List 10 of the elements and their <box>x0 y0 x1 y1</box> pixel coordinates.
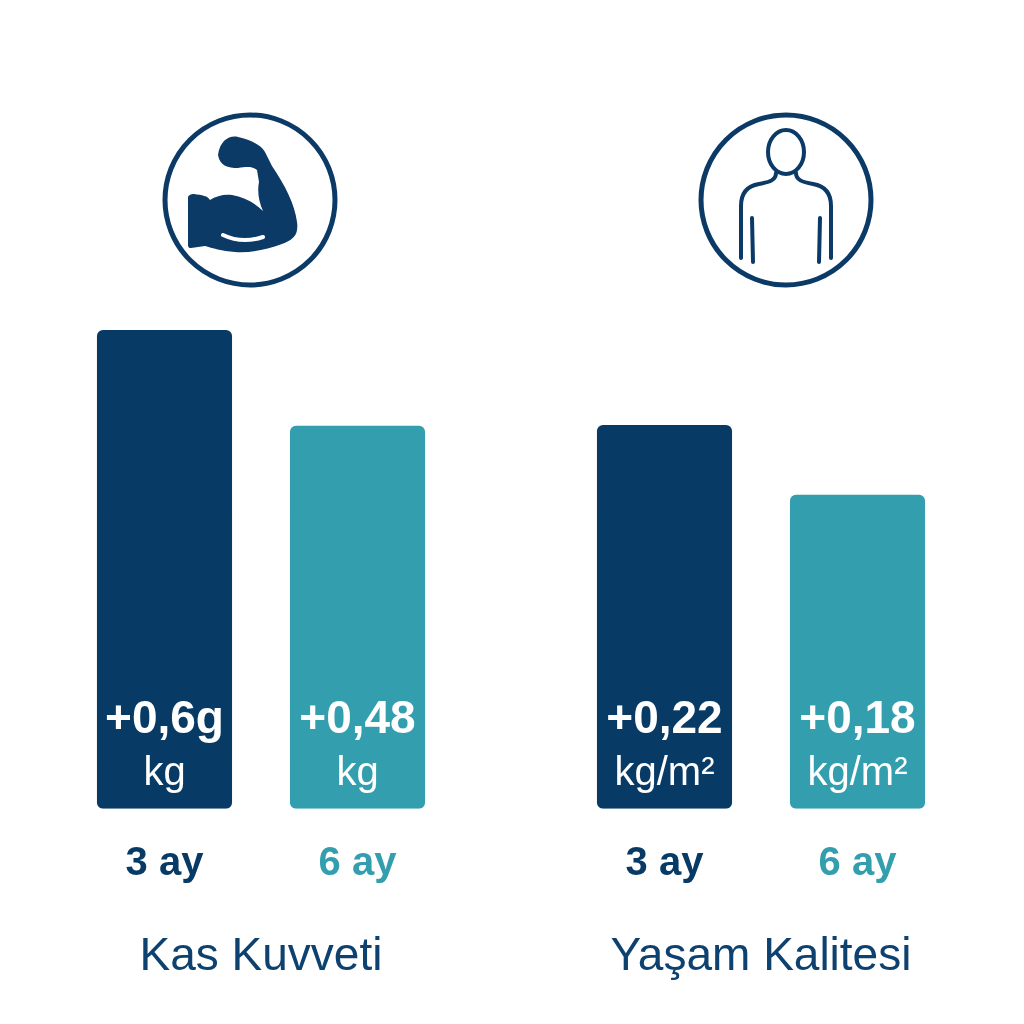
x-axis-title: Yaşam Kalitesi <box>610 928 912 981</box>
x-tick-label: 3 ay <box>625 838 705 883</box>
data-label: +0,18 kg/m² <box>799 691 916 793</box>
data-label: +0,48 kg <box>299 691 416 793</box>
x-tick-label: 6 ay <box>318 838 398 883</box>
x-tick-label: 3 ay <box>125 838 205 883</box>
x-axis-title: Kas Kuvveti <box>139 928 383 981</box>
data-label: +0,6g kg <box>105 691 224 793</box>
data-label: +0,22 kg/m² <box>606 691 723 793</box>
x-tick-label: 6 ay <box>818 838 898 883</box>
